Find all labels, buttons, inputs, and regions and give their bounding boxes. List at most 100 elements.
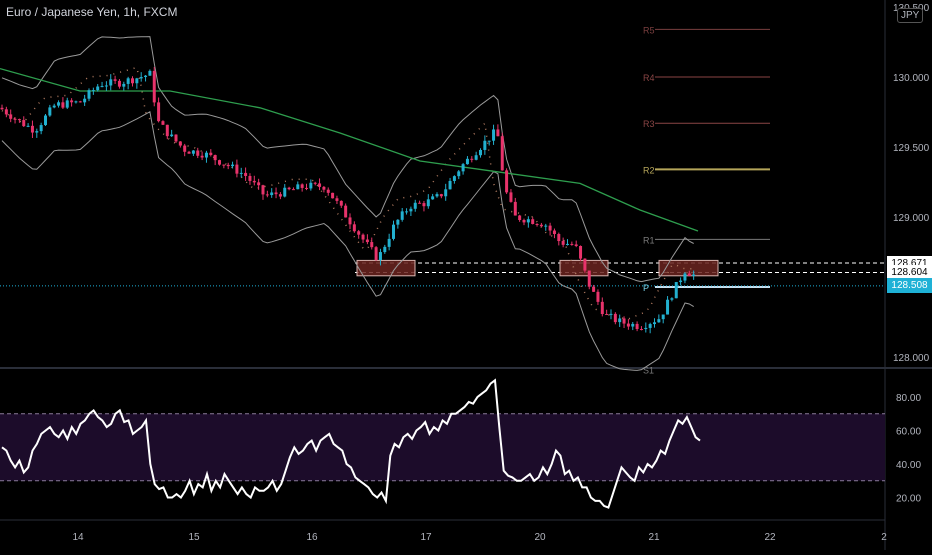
candle-body bbox=[4, 109, 8, 115]
candle-body bbox=[561, 241, 565, 245]
candle-body bbox=[261, 185, 265, 195]
candle-body bbox=[644, 327, 648, 330]
candle-body bbox=[361, 234, 365, 240]
candle-body bbox=[500, 136, 504, 171]
candle-body bbox=[252, 180, 256, 183]
candle-body bbox=[596, 291, 600, 302]
candle-body bbox=[117, 80, 121, 87]
candle-body bbox=[435, 194, 439, 197]
candle-body bbox=[239, 172, 243, 174]
candle-body bbox=[674, 282, 678, 299]
candle-body bbox=[17, 119, 21, 121]
candle-body bbox=[583, 258, 587, 271]
candle-body bbox=[352, 224, 356, 232]
candle-body bbox=[479, 149, 482, 156]
pivot-label: P bbox=[643, 283, 649, 293]
candle-body bbox=[144, 75, 148, 78]
candle-body bbox=[157, 102, 161, 122]
candle-body bbox=[357, 231, 361, 235]
candle-body bbox=[474, 155, 478, 160]
candle-body bbox=[344, 205, 348, 218]
candle-body bbox=[657, 319, 661, 323]
price-tag: 128.508 bbox=[887, 278, 932, 294]
rsi-tick-label: 80.00 bbox=[896, 393, 921, 404]
candle-body bbox=[405, 211, 409, 213]
candle-body bbox=[70, 100, 74, 103]
candle-body bbox=[509, 192, 513, 202]
candle-body bbox=[161, 121, 165, 125]
candle-body bbox=[335, 198, 339, 201]
rsi-tick-label: 60.00 bbox=[896, 427, 921, 438]
candle-body bbox=[526, 219, 530, 223]
candle-body bbox=[200, 155, 204, 158]
pivot-label: R3 bbox=[643, 119, 655, 129]
time-tick-label: 21 bbox=[648, 532, 660, 543]
candle-body bbox=[348, 217, 352, 225]
candle-body bbox=[566, 243, 569, 245]
candle-body bbox=[605, 314, 609, 316]
candle-body bbox=[61, 102, 65, 108]
rsi-band bbox=[0, 413, 885, 481]
candle-body bbox=[165, 124, 169, 137]
candle-body bbox=[392, 224, 395, 239]
candle-body bbox=[178, 141, 182, 146]
candle-body bbox=[131, 78, 134, 84]
candle-body bbox=[557, 234, 561, 242]
candle-body bbox=[30, 125, 34, 133]
candle-body bbox=[574, 244, 578, 247]
candle-body bbox=[326, 189, 330, 193]
candle-body bbox=[52, 105, 56, 108]
candle-body bbox=[331, 192, 335, 199]
candle-body bbox=[592, 286, 596, 292]
price-tag: 128.604 bbox=[887, 264, 932, 280]
candle-body bbox=[100, 86, 104, 88]
rsi-tick-label: 40.00 bbox=[896, 460, 921, 471]
candle-body bbox=[204, 152, 208, 158]
candle-body bbox=[174, 134, 178, 142]
time-tick-label: 2 bbox=[881, 532, 887, 543]
moving-average bbox=[0, 67, 699, 232]
candle-body bbox=[600, 301, 604, 315]
candle-body bbox=[631, 323, 635, 327]
candle-body bbox=[579, 246, 583, 259]
candle-body bbox=[409, 208, 413, 212]
candle-body bbox=[170, 134, 174, 137]
candle-body bbox=[570, 243, 574, 245]
price-tick-label: 129.000 bbox=[893, 213, 930, 224]
candle-body bbox=[626, 323, 630, 327]
candle-body bbox=[13, 118, 17, 120]
candle-body bbox=[35, 131, 39, 133]
candle-body bbox=[135, 78, 139, 84]
candle-body bbox=[274, 192, 278, 195]
candle-body bbox=[544, 225, 548, 227]
candle-body bbox=[452, 176, 456, 181]
currency-badge[interactable]: JPY bbox=[897, 8, 924, 23]
candle-body bbox=[113, 79, 117, 81]
candle-body bbox=[209, 152, 213, 156]
candle-body bbox=[22, 120, 26, 127]
candle-body bbox=[139, 77, 143, 79]
candle-body bbox=[396, 219, 400, 225]
candle-body bbox=[518, 215, 522, 221]
candle-body bbox=[244, 172, 248, 176]
candle-body bbox=[378, 252, 382, 261]
candle-body bbox=[448, 180, 452, 190]
candle-body bbox=[291, 189, 295, 191]
candle-body bbox=[152, 70, 156, 103]
candle-body bbox=[339, 200, 343, 206]
candle-body bbox=[613, 313, 617, 323]
chart-title: Euro / Japanese Yen, 1h, FXCM bbox=[6, 5, 178, 19]
pivot-label: R2 bbox=[643, 165, 655, 175]
candle-body bbox=[622, 318, 626, 324]
candle-body bbox=[213, 155, 217, 161]
candle-body bbox=[548, 225, 552, 231]
bollinger-lower bbox=[1, 111, 694, 371]
candle-body bbox=[313, 182, 317, 184]
candle-body bbox=[687, 273, 691, 277]
candle-body bbox=[278, 194, 282, 197]
candle-body bbox=[96, 86, 100, 91]
pivot-label: R1 bbox=[643, 235, 655, 245]
time-tick-label: 17 bbox=[420, 532, 432, 543]
